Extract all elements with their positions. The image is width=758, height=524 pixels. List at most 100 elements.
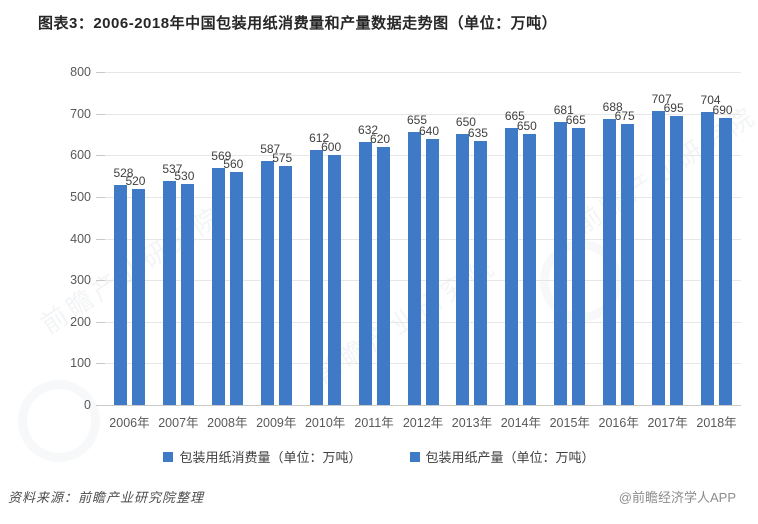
chart-title: 图表3：2006-2018年中国包装用纸消费量和产量数据走势图（单位：万吨） [38,15,558,32]
bar-consumption [260,160,274,405]
legend-swatch [163,451,174,462]
value-label-consumption: 665 [504,109,525,124]
y-axis-label: 300 [70,273,91,288]
x-axis-label: 2010年 [304,416,346,430]
x-axis-label: 2012年 [402,416,444,430]
gridline [105,280,741,282]
value-label-consumption: 612 [309,131,330,146]
y-axis-tick [96,363,105,365]
y-axis-label: 700 [70,106,91,121]
x-axis-label: 2013年 [451,416,493,430]
y-axis-tick [96,72,105,73]
bar-production [621,124,635,405]
y-axis-tick [96,321,105,323]
value-label-production: 640 [418,123,440,138]
x-axis-label: 2015年 [549,416,590,430]
bar-consumption [358,141,372,405]
y-axis-tick [96,113,105,115]
value-label-consumption: 688 [602,99,623,114]
x-axis-label: 2016年 [598,416,639,430]
x-axis-label: 2008年 [207,416,248,430]
value-label-production: 690 [712,102,733,117]
y-axis-label: 600 [70,148,91,163]
y-axis-tick [96,280,105,282]
y-axis-tick [96,196,105,198]
value-label-production: 675 [614,109,635,124]
value-label-production: 650 [516,119,537,134]
value-label-production: 635 [467,125,488,140]
value-label-consumption: 632 [358,122,379,137]
value-label-consumption: 569 [211,149,232,164]
value-label-consumption: 655 [406,113,428,128]
legend-item: 包装用纸产量（单位：万吨） [409,447,595,466]
value-label-production: 695 [663,100,684,115]
bar-production [327,155,341,405]
x-axis-label: 2006年 [109,416,150,430]
value-label-production: 560 [223,156,244,171]
legend-label: 包装用纸产量（单位：万吨） [425,450,595,465]
bar-consumption [407,132,421,405]
gridline [105,155,741,157]
bar-consumption [309,150,323,405]
value-label-consumption: 681 [553,102,574,117]
bar-production [229,171,243,405]
bar-production [278,165,292,405]
gridline [105,238,741,240]
y-axis-label: 200 [70,314,91,329]
bar-production [180,184,194,405]
bar-consumption [505,128,519,405]
x-axis-label: 2009年 [256,416,297,430]
value-label-consumption: 707 [651,91,672,106]
x-axis-label: 2014年 [500,416,541,430]
value-label-production: 530 [174,169,195,184]
value-label-consumption: 587 [260,141,281,156]
bar-production [425,138,439,405]
bar-consumption [652,110,666,405]
x-axis-label: 2018年 [696,416,737,430]
bar-production [719,117,733,405]
value-label-consumption: 537 [162,162,183,177]
gridline [105,113,741,115]
gridline [105,196,741,198]
y-axis-tick [96,238,105,240]
y-axis-tick [96,155,105,157]
gridline [105,363,741,365]
value-label-production: 600 [321,140,342,155]
value-label-production: 520 [125,173,146,188]
chart-legend: 包装用纸消费量（单位：万吨） 包装用纸产量（单位：万吨） [0,447,758,466]
bar-consumption [456,134,470,405]
y-axis-label: 800 [70,65,91,79]
value-label-production: 620 [370,131,391,146]
gridline [105,321,741,323]
legend-label: 包装用纸消费量（单位：万吨） [179,450,362,465]
value-label-consumption: 528 [113,166,134,181]
bar-consumption [603,118,617,405]
bar-production [474,140,488,405]
y-axis-label: 100 [70,356,91,371]
legend-item: 包装用纸消费量（单位：万吨） [163,447,362,466]
value-label-production: 575 [272,150,293,165]
x-axis-label: 2011年 [354,416,394,430]
value-label-consumption: 704 [700,92,721,107]
bar-production [670,115,684,405]
value-label-consumption: 650 [455,115,476,130]
y-axis-label: 0 [84,398,91,412]
x-axis-label: 2007年 [158,416,199,430]
bar-production [131,188,145,405]
bar-production [572,128,586,405]
x-axis-label: 2017年 [647,416,688,430]
y-axis-tick [96,405,105,406]
value-label-production: 665 [565,113,586,128]
app-credit: @前瞻经济学人APP [618,490,736,505]
bar-consumption [701,111,715,405]
bar-consumption [211,168,225,405]
bar-consumption [113,185,127,405]
bar-production [376,146,390,405]
y-axis-label: 400 [70,231,91,246]
plot-area: 0 100 200 300 400 500 600 700 800 528 520 2006年 537 5… [70,65,741,430]
bar-consumption [162,181,176,405]
legend-swatch [409,451,420,462]
gridline [105,72,741,73]
y-axis-label: 500 [70,189,91,204]
